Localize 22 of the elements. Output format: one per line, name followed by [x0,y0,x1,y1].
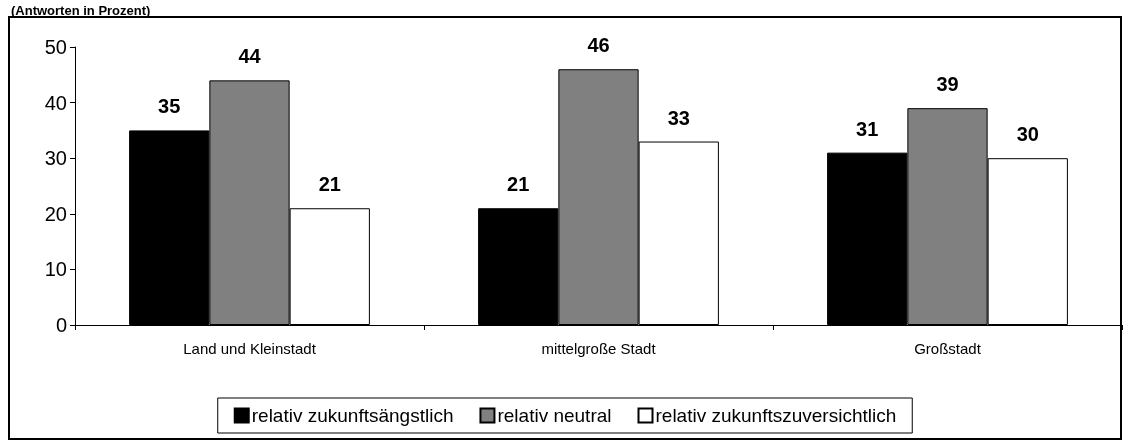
x-tick-label: Großstadt [914,340,982,357]
data-label: 30 [1016,123,1039,146]
y-tick-label: 20 [44,202,67,225]
data-label: 39 [936,73,959,96]
data-label: 35 [158,95,181,118]
y-tick-label: 30 [44,147,67,170]
legend-label: relativ neutral [497,405,612,426]
data-label: 33 [667,106,690,129]
legend-label: relativ zukunftszuversichtlich [655,405,897,426]
y-tick-label: 50 [44,36,67,58]
y-tick-label: 40 [44,91,67,114]
data-label: 21 [507,173,530,196]
y-tick-label: 10 [44,258,67,281]
x-tick-label: mittelgroße Stadt [541,340,657,357]
x-tick-label: Land und Kleinstadt [183,340,317,357]
data-label: 31 [856,117,879,140]
data-label: 44 [238,45,262,68]
data-label: 21 [318,173,341,196]
legend-label: relativ zukunftsängstlich [251,405,454,426]
data-label: 46 [587,34,610,57]
chart-subtitle: (Antworten in Prozent) [11,3,151,18]
y-tick-label: 0 [55,314,67,336]
